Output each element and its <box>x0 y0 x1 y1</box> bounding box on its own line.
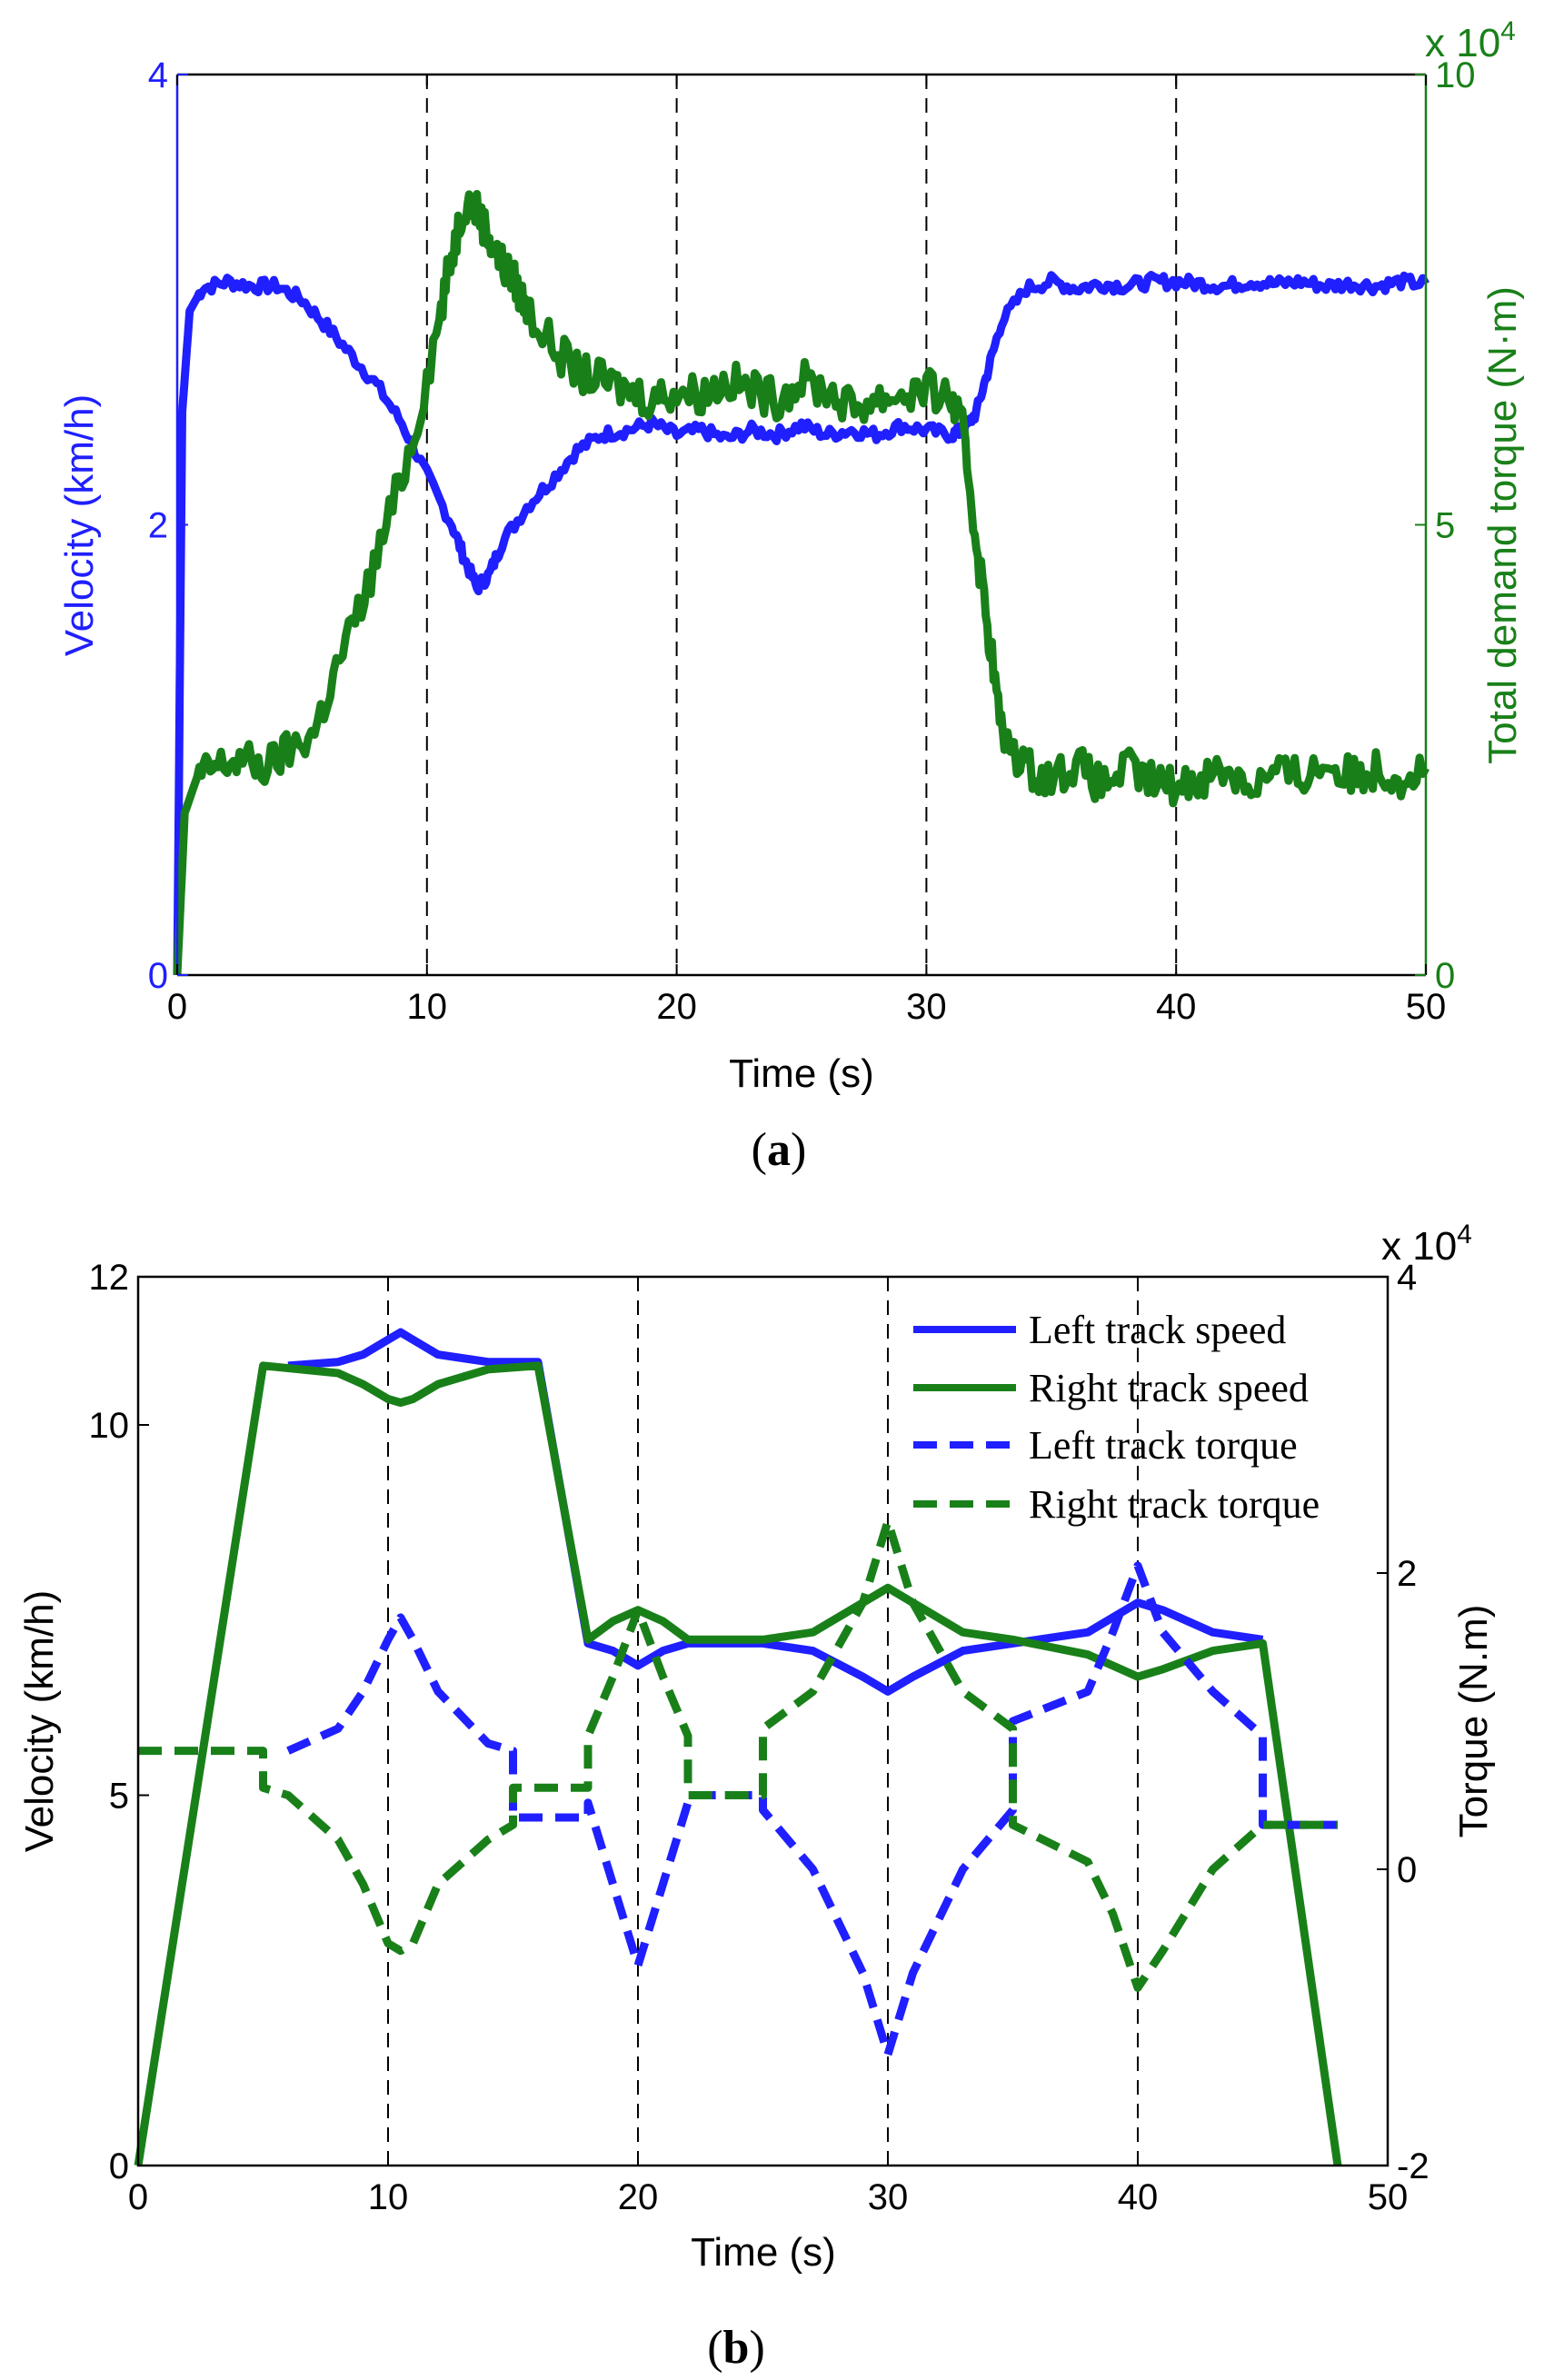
panel-a-y-right-tick-label: 10 <box>1435 55 1476 95</box>
panel-b-y-left-tick-label: 10 <box>89 1406 130 1446</box>
panel-a-x-tick-label: 10 <box>407 987 448 1027</box>
panel-b-caption: (b) <box>707 2322 765 2374</box>
series-line-right-track-torque <box>138 1517 1338 1992</box>
series-line-velocity <box>173 271 1429 976</box>
panel-b-x-tick-label: 10 <box>368 2177 409 2217</box>
panel-b-x-tick-label: 30 <box>868 2177 909 2217</box>
panel-b-y-right-tick-label: 4 <box>1397 1258 1417 1298</box>
panel-b-y-right-tick-label: 0 <box>1397 1850 1417 1890</box>
panel-b-y-left-label: Velocity (km/h) <box>17 1590 62 1853</box>
panel-b-ticks: 0 10 20 30 40 50 0 5 10 12 -2 0 2 4 <box>89 1258 1429 2217</box>
panel-b-y-right-tick-label: -2 <box>1397 2146 1429 2186</box>
panel-b-y-right-label: Torque (N.m) <box>1451 1605 1496 1838</box>
legend-label-left-track-speed: Left track speed <box>1029 1308 1286 1352</box>
panel-a-y-left-tick-label: 4 <box>148 55 168 95</box>
panel-a-x-tick-label: 20 <box>656 987 697 1027</box>
panel-b-series-layer <box>134 1328 1342 2166</box>
legend-label-right-track-torque: Right track torque <box>1029 1482 1320 1527</box>
panel-a-y-right-tick-label: 5 <box>1435 506 1455 546</box>
panel-b-x-tick-label: 20 <box>618 2177 659 2217</box>
panel-b-right-multiplier-exponent: 4 <box>1457 1220 1472 1250</box>
panel-a-x-label: Time (s) <box>729 1051 874 1096</box>
panel-a-x-tick-label: 0 <box>167 987 187 1027</box>
panel-b-axes-frame <box>136 1275 1390 2167</box>
panel-a-right-multiplier-exponent: 4 <box>1500 16 1516 46</box>
panel-a-x-tick-label: 30 <box>906 987 947 1027</box>
panel-a-y-right-label: Total demand torque (N·m) <box>1480 286 1525 764</box>
panel-a-reference-lines <box>425 75 1178 975</box>
panel-a-caption: (a) <box>752 1124 807 1176</box>
legend-label-right-track-speed: Right track speed <box>1029 1366 1309 1410</box>
panel-b-right-multiplier: x 104 <box>1381 1220 1472 1269</box>
panel-a-x-tick-label: 50 <box>1406 987 1447 1027</box>
panel-a-y-left-label: Velocity (km/h) <box>57 394 102 657</box>
panel-b-y-right-tick-label: 2 <box>1397 1554 1417 1594</box>
panel-b-x-label: Time (s) <box>691 2230 836 2275</box>
panel-a-series-layer <box>173 190 1429 976</box>
panel-a-y-right-tick-label: 0 <box>1435 956 1455 996</box>
panel-b-x-tick-label: 40 <box>1118 2177 1159 2217</box>
panel-a-x-tick-label: 40 <box>1156 987 1197 1027</box>
panel-a-y-left-tick-label: 2 <box>148 506 168 546</box>
panel-a-right-multiplier: x 104 <box>1425 16 1516 65</box>
series-line-right-track-speed <box>134 1361 1342 2166</box>
panel-b-chart: 0 10 20 30 40 50 0 5 10 12 -2 0 2 4 Time (s) Velocity… <box>17 1220 1496 2374</box>
panel-a-y-left-tick-label: 0 <box>148 956 168 996</box>
series-line-total-demand-torque <box>173 190 1429 976</box>
panel-b-y-left-tick-label: 5 <box>109 1777 129 1817</box>
series-line-left-track-torque <box>286 1561 1338 2059</box>
panel-b-y-left-tick-label: 0 <box>109 2146 129 2186</box>
panel-b-legend: Left track speed Right track speed Left … <box>913 1308 1320 1527</box>
panel-b-x-tick-label: 0 <box>128 2177 148 2217</box>
panel-b-x-tick-label: 50 <box>1368 2177 1409 2217</box>
panel-b-y-left-tick-label: 12 <box>89 1258 130 1298</box>
legend-label-left-track-torque: Left track torque <box>1029 1423 1298 1468</box>
panel-b-reference-lines <box>387 1277 1139 2166</box>
